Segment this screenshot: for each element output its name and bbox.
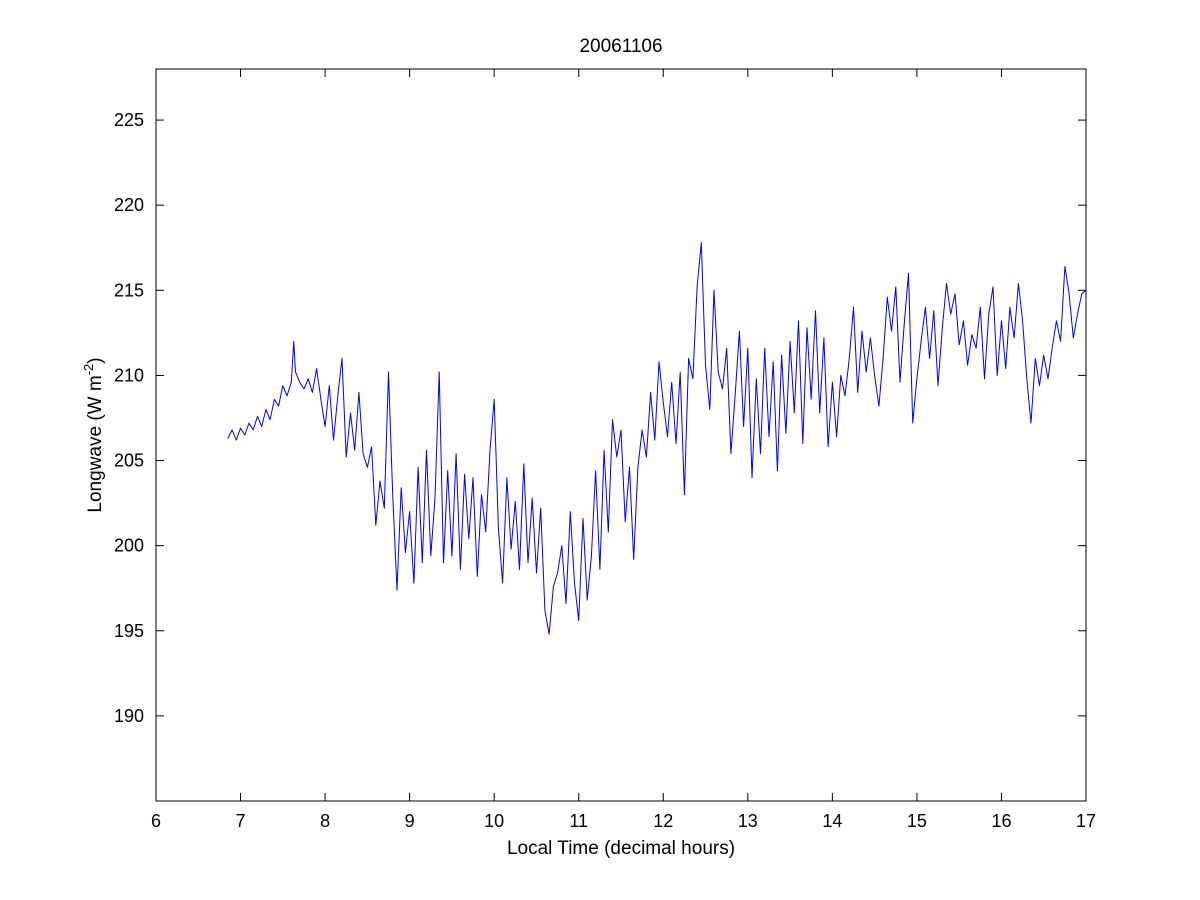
x-tick-label: 13 [738,811,758,831]
y-axis-label-close: ) [85,357,106,363]
x-tick-labels: 6 7 8 9 10 11 12 13 14 15 16 17 [151,811,1096,831]
y-axis-label: Longwave (W m-2) [81,357,106,512]
y-tick-label: 220 [114,195,144,215]
x-tick-label: 7 [236,811,246,831]
x-tick-label: 17 [1076,811,1096,831]
x-tick-label: 9 [405,811,415,831]
x-tick-label: 10 [484,811,504,831]
y-tick-label: 225 [114,110,144,130]
chart-title: 20061106 [579,36,662,57]
y-tick-label: 210 [114,365,144,385]
plot-frame [155,68,1087,802]
x-tick-label: 16 [991,811,1011,831]
y-axis-label-main: Longwave (W m [85,375,106,512]
x-axis-label: Local Time (decimal hours) [507,838,735,859]
x-tick-label: 12 [653,811,673,831]
x-tick-label: 8 [320,811,330,831]
y-axis-label-superscript: -2 [81,364,96,376]
y-tick-labels: 190 195 200 205 210 215 220 225 [114,110,144,726]
y-tick-label: 215 [114,280,144,300]
x-tick-label: 6 [151,811,161,831]
y-tick-label: 190 [114,706,144,726]
y-tick-label: 195 [114,621,144,641]
y-tick-label: 200 [114,536,144,556]
x-tick-label: 14 [822,811,842,831]
axis-ticks [155,69,1087,801]
series-line [227,242,1087,635]
x-tick-label: 11 [569,811,588,831]
x-tick-label: 15 [907,811,927,831]
y-tick-label: 205 [114,451,144,471]
